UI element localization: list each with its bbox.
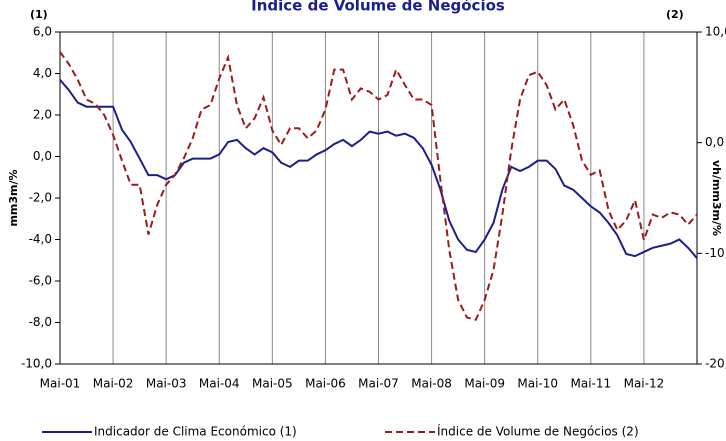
y-tick-label: -4,0 [29, 232, 52, 246]
series-line [59, 51, 698, 321]
y2-tick-label: 10,0 [705, 25, 726, 39]
y-tick-label: -10,0 [21, 357, 52, 371]
x-tick-label: Mai-11 [571, 377, 612, 391]
x-tick-label: Mai-09 [464, 377, 505, 391]
x-tick-label: Mai-04 [199, 377, 240, 391]
legend-label: Índice de Volume de Negócios (2) [437, 424, 639, 439]
y2-tick-label: 0,0 [705, 135, 724, 149]
y-note: (1) [30, 8, 48, 21]
y-tick-label: -2,0 [29, 191, 52, 205]
y-axis-label: mm3m/% [7, 169, 20, 226]
x-tick-label: Mai-03 [146, 377, 187, 391]
x-tick-label: Mai-12 [624, 377, 665, 391]
x-tick-label: Mai-02 [93, 377, 134, 391]
y2-tick-label: -10,0 [705, 246, 726, 260]
x-tick-label: Mai-01 [40, 377, 81, 391]
chart-title: Índice de Volume de Negócios [251, 0, 505, 15]
x-tick-label: Mai-07 [358, 377, 399, 391]
legend-label: Indicador de Clima Económico (1) [94, 425, 297, 439]
y-tick-label: 6,0 [33, 25, 52, 39]
y2-axis-label: vh/mm3m/% [710, 160, 723, 236]
y-tick-label: -6,0 [29, 274, 52, 288]
y-tick-label: 2,0 [33, 108, 52, 122]
y-tick-label: 4,0 [33, 66, 52, 80]
y-tick-label: 0,0 [33, 149, 52, 163]
y-tick-label: -8,0 [29, 315, 52, 329]
y2-note: (2) [666, 8, 684, 21]
x-tick-label: Mai-08 [411, 377, 452, 391]
y2-tick-label: -20,0 [705, 357, 726, 371]
series-line [59, 79, 698, 259]
x-tick-label: Mai-05 [252, 377, 293, 391]
x-tick-label: Mai-06 [305, 377, 346, 391]
x-tick-label: Mai-10 [517, 377, 558, 391]
